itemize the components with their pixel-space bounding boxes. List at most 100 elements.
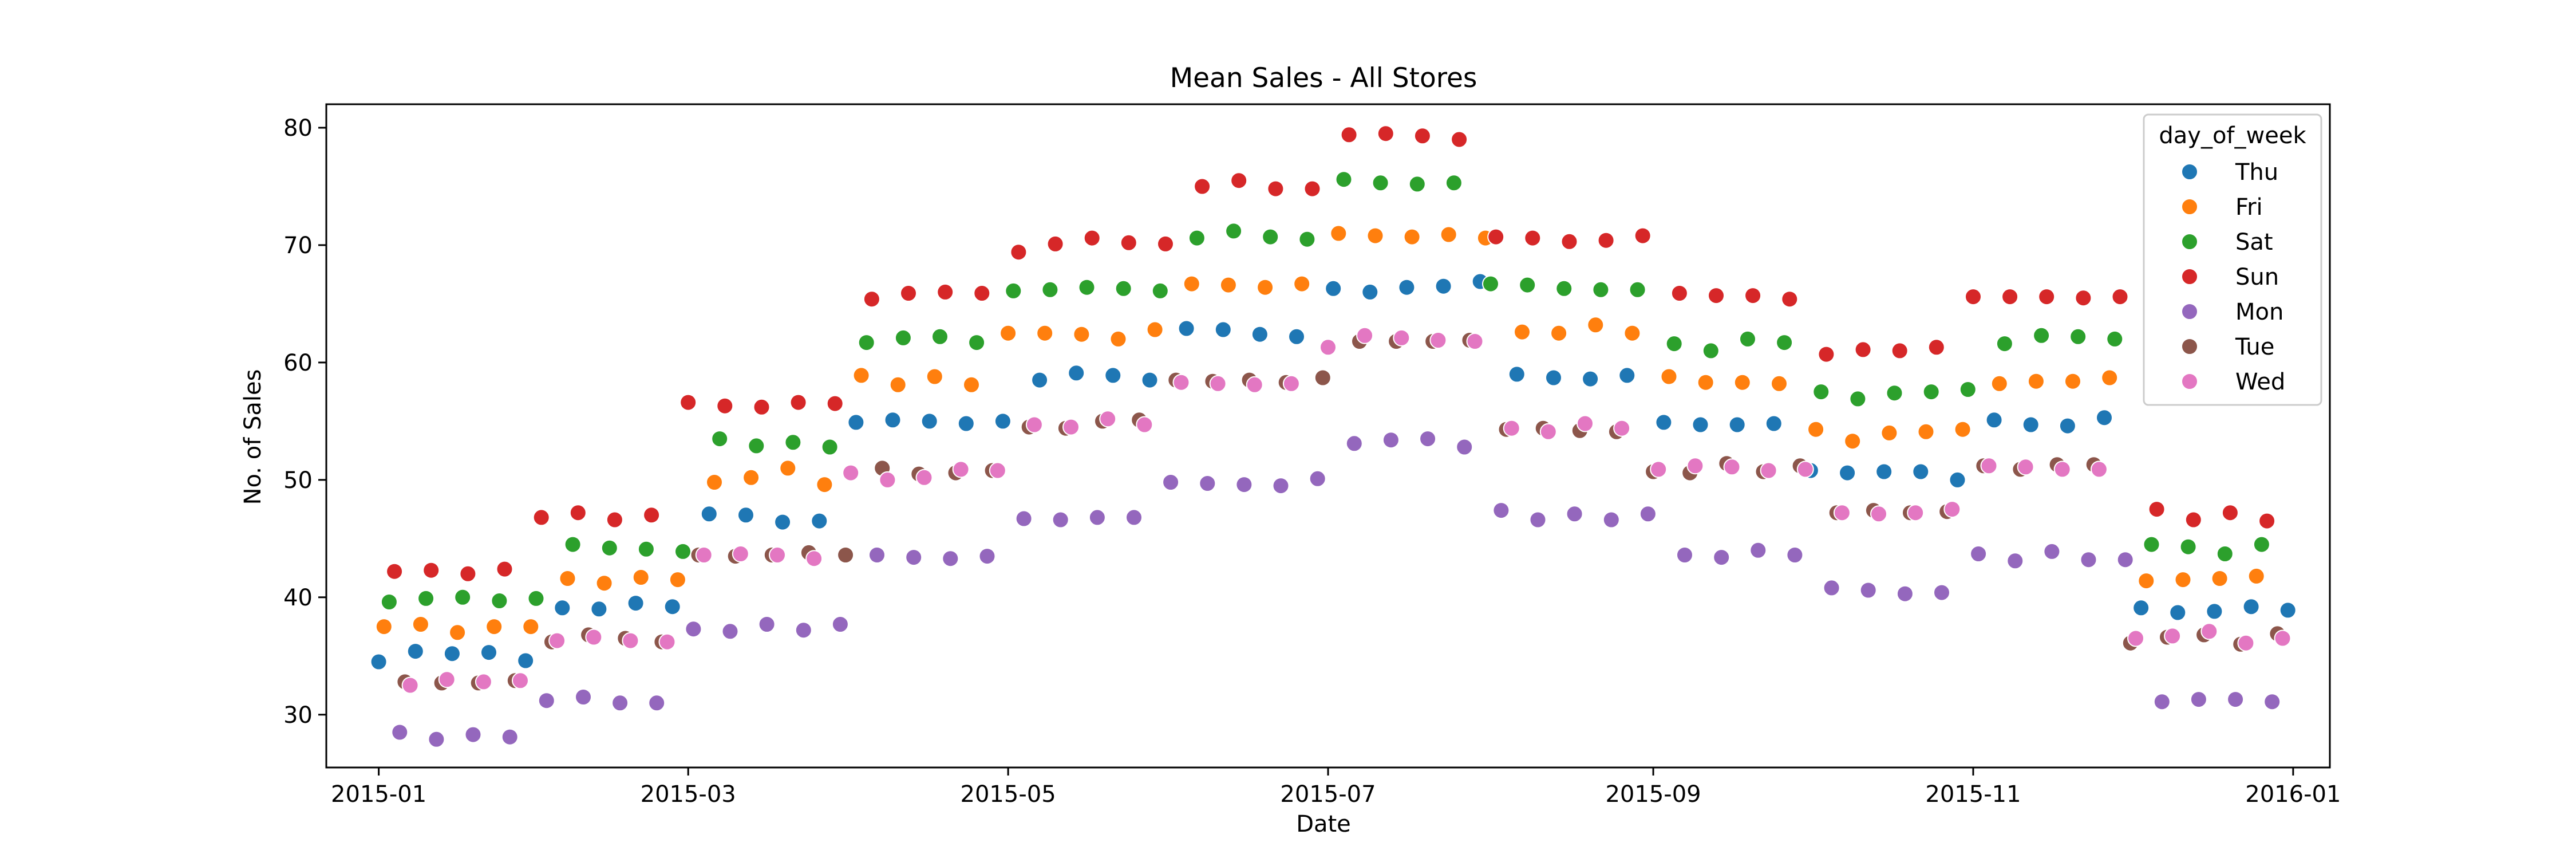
data-point-thu [517, 652, 535, 670]
data-point-wed [1686, 457, 1704, 475]
data-point-sat [674, 542, 692, 560]
data-point-thu [2242, 598, 2260, 616]
y-axis: 30 40 50 60 70 80 [283, 115, 326, 729]
data-point-sat [858, 334, 875, 352]
data-point-sat [2179, 538, 2197, 556]
data-point-sun [2001, 288, 2019, 306]
data-point-wed [475, 673, 492, 691]
data-point-wed [2237, 634, 2255, 652]
data-point-wed [1246, 376, 1263, 393]
data-point-wed [842, 464, 860, 482]
data-point-sun [2038, 288, 2056, 306]
x-tick-label: 2015-03 [641, 781, 736, 808]
data-point-sat [1702, 342, 1720, 360]
data-point-thu [627, 595, 645, 612]
data-point-thu [1508, 365, 1526, 383]
data-point-mon [2153, 693, 2171, 711]
series-sun [386, 125, 2276, 582]
data-point-wed [1429, 332, 1447, 349]
x-tick-label: 2016-01 [2245, 781, 2341, 808]
legend-title: day_of_week [2159, 123, 2306, 149]
data-point-mon [1676, 546, 1693, 564]
data-point-fri [1990, 375, 2008, 392]
data-point-fri [1880, 424, 1898, 442]
data-point-mon [905, 549, 923, 566]
data-point-thu [1912, 463, 1930, 481]
data-point-sun [1046, 235, 1064, 253]
data-point-fri [1917, 423, 1935, 440]
data-point-sat [2033, 326, 2050, 344]
data-point-thu [1875, 463, 1893, 481]
series-thu [370, 273, 2297, 671]
data-point-sun [1744, 287, 1762, 305]
data-point-sat [527, 589, 545, 607]
data-point-wed [1980, 457, 1998, 475]
data-point-thu [590, 600, 608, 618]
data-point-fri [1623, 324, 1641, 342]
data-point-wed [2053, 460, 2071, 478]
data-point-fri [1257, 278, 1274, 296]
data-point-mon [2263, 693, 2281, 711]
data-point-thu [1985, 411, 2003, 429]
data-point-wed [879, 471, 896, 489]
data-point-fri [1146, 321, 1164, 338]
data-point-thu [443, 645, 461, 663]
data-point-wed [1539, 423, 1557, 440]
data-point-sat [2253, 536, 2270, 553]
legend-label: Sun [2235, 264, 2279, 290]
data-point-sun [1708, 287, 1725, 305]
data-points [370, 125, 2297, 748]
data-point-wed [512, 672, 529, 690]
data-point-fri [779, 459, 797, 477]
data-point-mon [1602, 511, 1620, 529]
data-point-sun [900, 285, 917, 302]
x-axis: 2015-01 2015-03 2015-05 2015-07 2015-09 2015-… [331, 767, 2341, 808]
data-point-wed [1356, 326, 1374, 344]
data-point-thu [1692, 416, 1709, 434]
legend-marker [2181, 268, 2198, 285]
data-point-sat [1922, 383, 1940, 401]
data-point-sun [2258, 512, 2276, 530]
series-wed [401, 326, 2291, 694]
data-point-sat [1188, 229, 1206, 247]
data-point-mon [428, 730, 445, 748]
data-point-thu [1435, 277, 1452, 295]
plot-area-frame [325, 103, 2331, 769]
data-point-fri [1660, 368, 1678, 385]
data-point-sun [1487, 228, 1505, 246]
data-point-fri [1330, 225, 1348, 242]
data-point-wed [548, 632, 566, 650]
data-point-wed [1503, 419, 1520, 437]
data-point-wed [1062, 418, 1080, 436]
data-point-fri [999, 324, 1017, 342]
data-point-fri [485, 618, 503, 636]
data-point-sat [1629, 281, 1646, 298]
data-point-mon [501, 728, 519, 746]
data-point-sat [1776, 334, 1793, 352]
data-point-sun [1303, 180, 1321, 198]
data-point-sat [1739, 330, 1756, 348]
data-point-sat [2106, 330, 2124, 348]
data-point-sun [1927, 338, 1945, 356]
legend-marker [2181, 338, 2198, 355]
data-point-sat [1519, 276, 1536, 294]
data-point-wed [915, 469, 933, 486]
data-point-sun [1340, 126, 1358, 144]
series-sat [380, 171, 2270, 611]
data-point-fri [816, 476, 833, 494]
legend-label: Wed [2235, 369, 2285, 395]
data-point-sun [1965, 288, 1982, 306]
data-point-mon [1823, 579, 1840, 597]
data-point-sun [826, 395, 844, 412]
data-point-sat [1445, 174, 1463, 192]
data-point-mon [1419, 430, 1437, 448]
data-point-sun [1634, 227, 1652, 245]
data-point-sat [1886, 384, 1903, 402]
data-point-mon [2116, 551, 2134, 569]
data-point-mon [1970, 545, 1988, 562]
data-point-sat [1555, 280, 1573, 297]
data-point-sun [1267, 180, 1285, 198]
data-point-wed [1650, 460, 1668, 478]
data-point-wed [2274, 629, 2291, 647]
